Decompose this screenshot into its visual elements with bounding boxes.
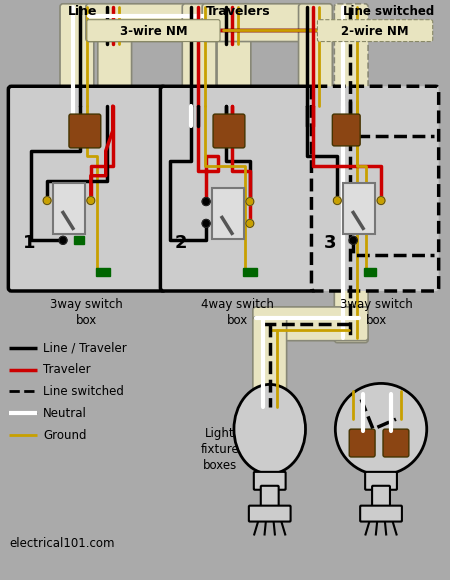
Bar (364, 268, 376, 276)
Bar (343, 183, 375, 234)
Text: electrical101.com: electrical101.com (9, 537, 115, 550)
Bar (96, 268, 110, 276)
FancyBboxPatch shape (333, 114, 360, 146)
FancyBboxPatch shape (334, 93, 368, 343)
Text: 1: 1 (23, 234, 36, 252)
Text: 3way switch
box: 3way switch box (50, 298, 123, 327)
Text: Line / Traveler: Line / Traveler (43, 341, 127, 354)
Circle shape (333, 197, 341, 205)
Circle shape (246, 219, 254, 227)
Circle shape (349, 236, 357, 244)
FancyBboxPatch shape (311, 86, 439, 291)
FancyBboxPatch shape (383, 429, 409, 457)
Bar (74, 236, 84, 244)
Circle shape (335, 383, 427, 475)
Bar (243, 268, 257, 276)
Text: 3way switch
box: 3way switch box (340, 298, 413, 327)
Circle shape (202, 198, 210, 205)
FancyBboxPatch shape (349, 429, 375, 457)
FancyBboxPatch shape (298, 4, 333, 109)
Text: Ground: Ground (43, 429, 87, 441)
FancyBboxPatch shape (98, 4, 131, 109)
FancyBboxPatch shape (372, 486, 390, 510)
Text: 2: 2 (175, 234, 188, 252)
FancyBboxPatch shape (365, 472, 397, 490)
Circle shape (377, 197, 385, 205)
FancyBboxPatch shape (69, 114, 101, 148)
Text: Light
fixture
boxes: Light fixture boxes (201, 426, 239, 472)
FancyBboxPatch shape (317, 20, 433, 42)
FancyBboxPatch shape (160, 86, 315, 291)
Text: 2-wire NM: 2-wire NM (341, 25, 409, 38)
Text: Line switched: Line switched (343, 5, 435, 18)
FancyBboxPatch shape (253, 317, 287, 412)
FancyBboxPatch shape (86, 4, 211, 42)
FancyBboxPatch shape (334, 4, 368, 109)
FancyBboxPatch shape (253, 307, 368, 340)
Circle shape (87, 197, 95, 205)
FancyBboxPatch shape (9, 86, 165, 291)
FancyBboxPatch shape (217, 4, 251, 109)
FancyBboxPatch shape (60, 4, 94, 109)
FancyBboxPatch shape (254, 472, 286, 490)
Text: Neutral: Neutral (43, 407, 87, 420)
Bar (53, 183, 85, 234)
Circle shape (43, 197, 51, 205)
Text: 3: 3 (324, 234, 337, 252)
FancyBboxPatch shape (87, 20, 220, 42)
Bar (212, 188, 244, 240)
Circle shape (202, 219, 210, 227)
Circle shape (59, 236, 67, 244)
Text: Travelers: Travelers (206, 5, 270, 18)
Text: Line switched: Line switched (43, 385, 124, 398)
FancyBboxPatch shape (182, 4, 216, 109)
FancyBboxPatch shape (261, 486, 279, 510)
FancyBboxPatch shape (213, 114, 245, 148)
FancyBboxPatch shape (360, 506, 402, 521)
Circle shape (246, 198, 254, 205)
Text: Traveler: Traveler (43, 363, 91, 376)
Ellipse shape (234, 385, 306, 474)
FancyBboxPatch shape (202, 4, 327, 42)
Text: Line: Line (68, 5, 98, 18)
FancyBboxPatch shape (249, 506, 291, 521)
Text: 3-wire NM: 3-wire NM (120, 25, 187, 38)
Text: 4way switch
box: 4way switch box (202, 298, 274, 327)
